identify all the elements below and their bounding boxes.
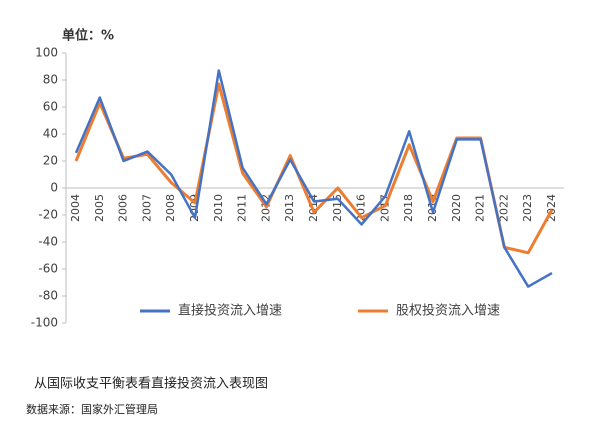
- y-tick-label: 20: [43, 154, 58, 168]
- x-tick-label: 2020: [450, 194, 463, 222]
- y-tick-label: 40: [43, 127, 58, 141]
- source: 数据来源：国家外汇管理局: [26, 402, 158, 416]
- x-tick-label: 2021: [474, 194, 487, 222]
- x-tick-label: 2007: [140, 194, 153, 222]
- series-line: [74, 82, 554, 255]
- y-tick-label: 100: [35, 46, 58, 60]
- x-tick-label: 2013: [283, 194, 296, 222]
- x-tick-label: 2010: [212, 194, 225, 222]
- y-tick-label: -80: [38, 289, 58, 303]
- x-tick-label: 2022: [497, 194, 510, 222]
- x-tick-label: 2008: [164, 194, 177, 222]
- caption: 从国际收支平衡表看直接投资流入表现图: [34, 376, 268, 392]
- x-tick-label: 2005: [93, 194, 106, 222]
- y-tick-label: 0: [50, 181, 58, 195]
- legend-label: 股权投资流入增速: [396, 303, 500, 319]
- y-tick-label: 60: [43, 100, 58, 114]
- y-tick-label: 80: [43, 73, 58, 87]
- x-tick-label: 2004: [69, 194, 82, 222]
- unit-label: 单位：%: [62, 28, 114, 44]
- y-tick-label: -60: [38, 262, 58, 276]
- x-tick-label: 2006: [117, 194, 130, 222]
- x-tick-label: 2018: [402, 194, 415, 222]
- y-tick-label: -20: [38, 208, 58, 222]
- y-tick-label: -100: [31, 316, 58, 330]
- series-line: [74, 69, 553, 288]
- x-tick-label: 2023: [521, 194, 534, 222]
- legend-label: 直接投资流入增速: [178, 303, 282, 319]
- y-tick-label: -40: [38, 235, 58, 249]
- x-tick-label: 2011: [236, 194, 249, 222]
